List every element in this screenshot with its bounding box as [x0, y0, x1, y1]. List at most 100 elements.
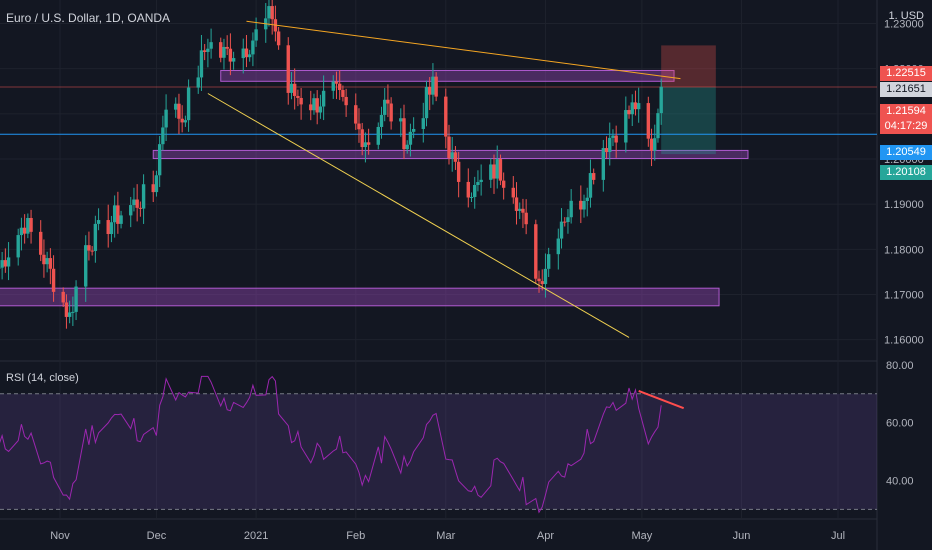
candle-body	[51, 268, 56, 292]
candle-body	[389, 103, 393, 122]
candle-body	[116, 205, 120, 224]
candle-body	[132, 199, 136, 206]
candle-body	[71, 311, 75, 313]
candle-body	[138, 207, 143, 209]
candle-body	[318, 106, 323, 113]
candle-body	[521, 208, 525, 213]
candle-body	[624, 110, 628, 143]
candle-body	[312, 98, 316, 111]
candle-body	[360, 129, 364, 148]
candle-body	[93, 223, 98, 251]
candle-body	[96, 220, 101, 224]
candle-body	[219, 42, 223, 58]
candle-body	[633, 102, 638, 110]
candle-body	[0, 260, 4, 268]
position-box[interactable]	[0, 45, 877, 155]
time-tick-label: 2021	[244, 530, 268, 542]
candle-body	[363, 142, 368, 148]
symbol-title[interactable]: Euro / U.S. Dollar, 1D, OANDA	[6, 11, 171, 25]
candle-body	[601, 148, 606, 180]
candle-body	[344, 96, 348, 106]
candle-body	[135, 199, 139, 208]
candle-body	[228, 48, 233, 62]
candle-body	[376, 126, 380, 145]
candle-body	[225, 46, 229, 49]
candle-body	[656, 113, 660, 139]
candle-body	[534, 224, 538, 279]
candle-body	[614, 135, 618, 143]
candlestick-series	[0, 0, 663, 329]
candle-body	[627, 110, 631, 115]
candle-body	[289, 83, 294, 93]
candle-body	[16, 235, 20, 258]
candle-body	[180, 118, 184, 123]
candle-body	[276, 31, 281, 46]
currency-label[interactable]: 1. USD	[888, 10, 924, 22]
candle-body	[90, 250, 94, 252]
candle-body	[498, 159, 503, 181]
rsi-title[interactable]: RSI (14, close)	[6, 372, 79, 384]
target-zone	[661, 86, 716, 155]
candle-body	[254, 29, 258, 41]
candle-body	[244, 48, 249, 58]
candle-body	[151, 184, 155, 193]
candle-body	[299, 97, 303, 105]
rsi-tick-label: 40.00	[886, 475, 914, 487]
candle-body	[630, 102, 634, 115]
candle-body	[196, 77, 200, 88]
candle-body	[492, 164, 496, 179]
candle-body	[501, 180, 506, 188]
trendlines[interactable]	[207, 20, 681, 338]
trendline	[246, 20, 681, 80]
price-tick-label: 1.18000	[884, 244, 924, 256]
candle-body	[479, 179, 483, 183]
candle-body	[579, 200, 583, 210]
candle-body	[315, 98, 319, 113]
candle-body	[331, 81, 335, 91]
high-price-tag: 1.21651	[880, 82, 932, 97]
rsi-band	[0, 393, 877, 510]
candle-body	[649, 138, 654, 151]
candle-body	[453, 152, 458, 162]
candle-body	[489, 164, 493, 180]
zone-rect	[220, 69, 675, 82]
candle-body	[87, 245, 91, 251]
candle-body	[543, 268, 548, 285]
candle-body	[74, 286, 78, 312]
countdown-tag: 04:17:29	[880, 119, 932, 134]
candle-body	[0, 267, 1, 269]
candle-body	[424, 86, 429, 119]
candle-body	[411, 128, 416, 132]
candle-body	[202, 50, 207, 52]
candle-body	[177, 103, 181, 119]
candle-body	[321, 90, 326, 107]
stop-zone	[661, 45, 716, 87]
candle-body	[199, 50, 204, 78]
candle-body	[334, 81, 339, 84]
rsi-line	[0, 375, 662, 514]
candle-body	[514, 197, 519, 211]
candle-body	[450, 152, 454, 159]
time-tick-label: Jun	[733, 530, 751, 542]
price-tick-label: 1.16000	[884, 335, 924, 347]
time-tick-label: Apr	[537, 530, 554, 542]
candle-body	[296, 95, 300, 98]
target-price-tag: 1.20108	[880, 165, 932, 180]
candle-body	[341, 89, 345, 97]
candle-body	[569, 200, 573, 218]
candle-body	[379, 114, 384, 127]
candle-body	[48, 258, 53, 269]
candle-body	[383, 99, 387, 115]
candle-body	[646, 103, 651, 139]
candle-body	[428, 86, 432, 95]
candle-body	[585, 197, 589, 201]
last-price-tag: 1.21594	[880, 104, 932, 119]
candle-body	[251, 40, 255, 55]
candle-body	[591, 173, 596, 180]
candle-body	[241, 48, 245, 59]
candle-body	[466, 181, 470, 198]
candle-body	[563, 221, 567, 223]
candle-body	[444, 96, 448, 137]
candle-body	[109, 222, 114, 235]
